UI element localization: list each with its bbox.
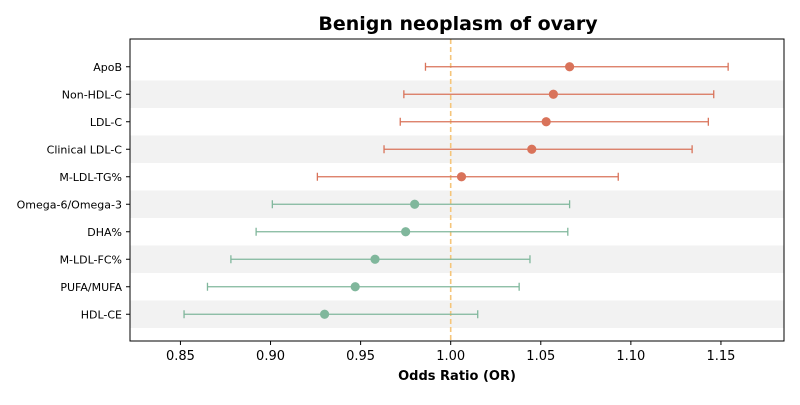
y-tick-label: LDL-C: [90, 116, 123, 129]
point-estimate: [541, 117, 551, 127]
x-axis-label: Odds Ratio (OR): [398, 369, 516, 384]
x-axis: 0.85 0.90 0.95 1.00 1.05 1.10 1.15: [166, 341, 735, 364]
x-tick-label: 1.10: [616, 349, 645, 364]
x-tick-label: 1.15: [706, 349, 735, 364]
y-axis: ApoB Non-HDL-C LDL-C Clinical LDL-C M-LDL-TG…: [17, 61, 130, 321]
data-marks: [183, 62, 729, 319]
point-estimate: [456, 172, 467, 182]
y-tick-label: M-LDL-FC%: [60, 253, 122, 266]
x-tick-label: 0.95: [346, 349, 375, 364]
x-tick-label: 1.05: [526, 349, 555, 364]
y-tick-label: HDL-CE: [81, 308, 122, 321]
plot-frame: [129, 38, 785, 342]
point-estimate: [350, 282, 360, 292]
y-tick-label: DHA%: [87, 226, 122, 239]
point-estimate: [410, 199, 420, 209]
point-estimate: [565, 62, 575, 72]
x-tick-label: 1.00: [436, 349, 465, 364]
y-tick-label: Clinical LDL-C: [47, 143, 123, 156]
y-tick-label: M-LDL-TG%: [59, 171, 122, 184]
point-estimate: [401, 227, 411, 237]
y-tick-label: ApoB: [93, 61, 122, 74]
point-estimate: [527, 144, 537, 154]
y-tick-label: Omega-6/Omega-3: [17, 198, 122, 211]
x-tick-label: 0.90: [256, 349, 285, 364]
chart-title: Benign neoplasm of ovary: [318, 13, 598, 35]
y-tick-label: Non-HDL-C: [62, 88, 123, 101]
x-tick-label: 0.85: [166, 349, 195, 364]
y-tick-label: PUFA/MUFA: [60, 281, 122, 294]
point-estimate: [548, 89, 558, 99]
point-estimate: [370, 254, 380, 264]
point-estimate: [319, 309, 330, 319]
